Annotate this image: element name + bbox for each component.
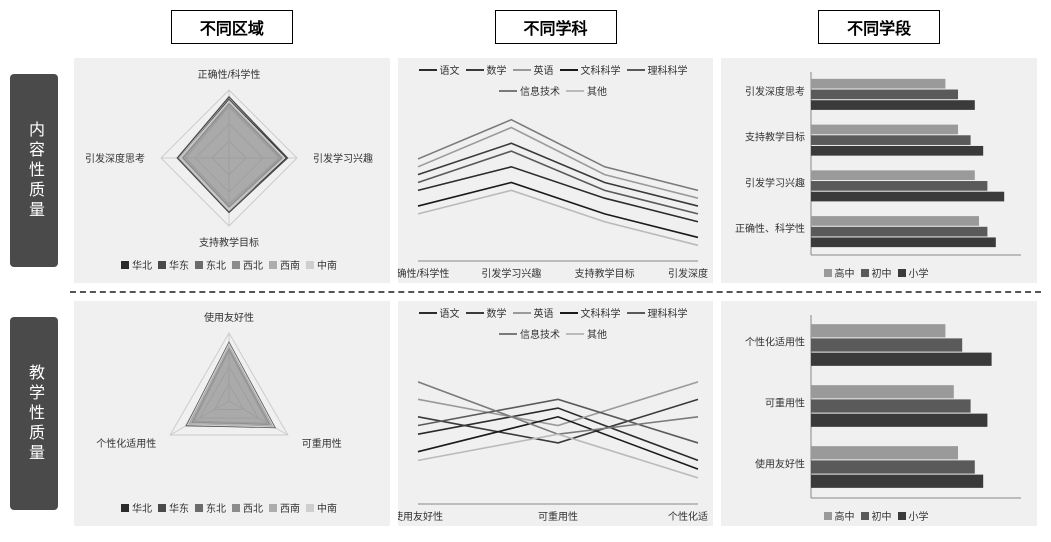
svg-text:引发学习兴趣: 引发学习兴趣 xyxy=(313,152,373,165)
column-headers: 不同区域 不同学科 不同学段 xyxy=(70,10,1041,44)
svg-text:使用友好性: 使用友好性 xyxy=(755,458,805,471)
line-chart-teaching: 语文数学英语文科科学理科科学信息技术其他使用友好性可重用性个性化适用性 xyxy=(398,301,714,526)
svg-text:使用友好性: 使用友好性 xyxy=(398,510,443,523)
svg-text:引发深度思考: 引发深度思考 xyxy=(745,85,805,98)
svg-text:正确性/科学性: 正确性/科学性 xyxy=(398,267,449,280)
svg-text:正确性、科学性: 正确性、科学性 xyxy=(735,222,805,235)
svg-text:支持教学目标: 支持教学目标 xyxy=(199,236,259,249)
svg-text:引发深度思考: 引发深度思考 xyxy=(668,267,708,280)
svg-text:个性化适用性: 个性化适用性 xyxy=(745,336,805,349)
svg-text:可重用性: 可重用性 xyxy=(538,510,578,523)
svg-text:个性化适用性: 个性化适用性 xyxy=(668,510,708,523)
col-header-stage: 不同学段 xyxy=(818,10,940,44)
col-header-subject: 不同学科 xyxy=(495,10,617,44)
line-chart-content: 语文数学英语文科科学理科科学信息技术其他正确性/科学性引发学习兴趣支持教学目标引… xyxy=(398,58,714,283)
row-divider xyxy=(70,291,1041,293)
chart-grid: 不同区域 不同学科 不同学段 内容性质量 正确性/科学性引发学习兴趣支持教学目标… xyxy=(10,10,1041,530)
bar-chart-teaching: 个性化适用性可重用性使用友好性高中初中小学 xyxy=(721,301,1037,526)
svg-text:支持教学目标: 支持教学目标 xyxy=(745,131,805,144)
svg-text:引发深度思考: 引发深度思考 xyxy=(85,152,145,165)
svg-text:可重用性: 可重用性 xyxy=(302,437,342,450)
row-label-teaching: 教学性质量 xyxy=(10,317,58,510)
radar-chart-content: 正确性/科学性引发学习兴趣支持教学目标引发深度思考华北华东东北西北西南中南 xyxy=(74,58,390,283)
row-teaching-quality: 教学性质量 使用友好性可重用性个性化适用性华北华东东北西北西南中南 语文数学英语… xyxy=(10,297,1041,530)
svg-text:可重用性: 可重用性 xyxy=(765,397,805,410)
col-header-region: 不同区域 xyxy=(171,10,293,44)
svg-text:使用友好性: 使用友好性 xyxy=(204,311,254,324)
svg-text:支持教学目标: 支持教学目标 xyxy=(574,267,634,280)
row-content-quality: 内容性质量 正确性/科学性引发学习兴趣支持教学目标引发深度思考华北华东东北西北西… xyxy=(10,54,1041,287)
radar-chart-teaching: 使用友好性可重用性个性化适用性华北华东东北西北西南中南 xyxy=(74,301,390,526)
row-label-content: 内容性质量 xyxy=(10,74,58,267)
bar-chart-content: 引发深度思考支持教学目标引发学习兴趣正确性、科学性高中初中小学 xyxy=(721,58,1037,283)
svg-text:正确性/科学性: 正确性/科学性 xyxy=(198,68,261,81)
svg-text:引发学习兴趣: 引发学习兴趣 xyxy=(745,176,805,189)
svg-text:引发学习兴趣: 引发学习兴趣 xyxy=(481,267,541,280)
svg-text:个性化适用性: 个性化适用性 xyxy=(96,437,156,450)
